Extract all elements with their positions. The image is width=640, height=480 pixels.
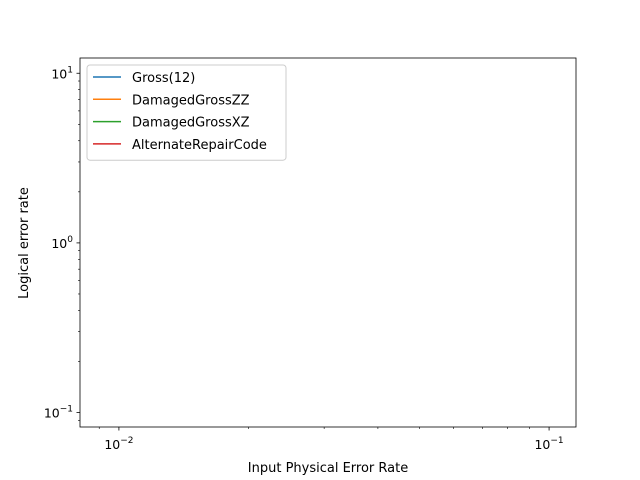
y-tick-label: 100 (51, 235, 73, 251)
ticks: 10−2 10−1 10−1 100 101 (44, 65, 564, 452)
legend-label-2: DamagedGrossXZ (132, 116, 250, 131)
legend-label-0: Gross(12) (132, 71, 195, 86)
plot-area (79, 57, 577, 428)
y-tick-label: 101 (51, 65, 73, 81)
legend: Gross(12) DamagedGrossZZ DamagedGrossXZ Al… (86, 64, 287, 161)
x-tick-label: 10−1 (534, 436, 563, 452)
legend-box (86, 64, 287, 161)
x-tick-label: 10−2 (104, 436, 133, 452)
legend-label-3: AlternateRepairCode (132, 138, 267, 153)
y-tick-label: 10−1 (44, 405, 73, 421)
x-axis-label: Input Physical Error Rate (248, 461, 408, 476)
legend-label-1: DamagedGrossZZ (132, 93, 250, 108)
y-axis-label: Logical error rate (17, 187, 32, 299)
axes-frame (79, 57, 577, 428)
